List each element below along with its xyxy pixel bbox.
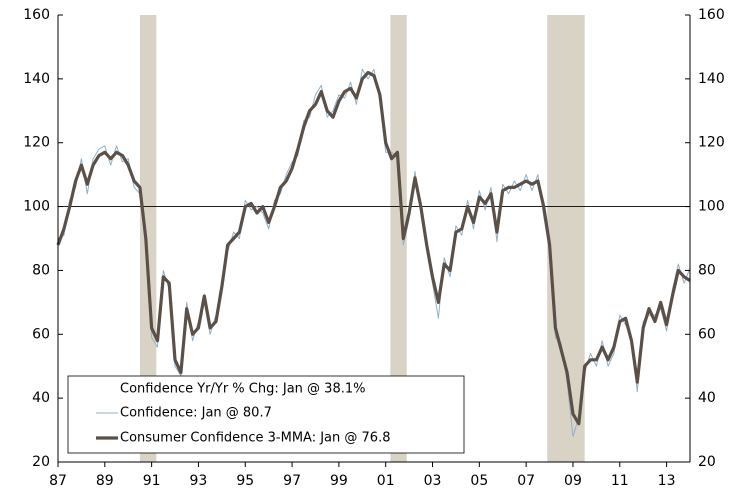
y-tick-label: 60 — [32, 326, 50, 342]
y2-tick-label: 60 — [698, 326, 716, 342]
y-tick-label: 160 — [23, 7, 50, 23]
y-tick-label: 100 — [23, 199, 50, 215]
recession-band — [547, 15, 585, 462]
x-tick-label: 93 — [190, 473, 208, 489]
y2-tick-label: 40 — [698, 390, 716, 406]
legend-label: Confidence: Jan @ 80.7 — [120, 406, 272, 421]
x-tick-label: 11 — [611, 473, 629, 489]
y2-tick-label: 80 — [698, 262, 716, 278]
y2-tick-label: 20 — [698, 454, 716, 470]
y-tick-label: 80 — [32, 262, 50, 278]
y2-tick-label: 120 — [698, 135, 725, 151]
x-tick-label: 01 — [377, 473, 395, 489]
legend-box — [67, 375, 465, 454]
y-tick-label: 140 — [23, 71, 50, 87]
x-tick-label: 99 — [330, 473, 348, 489]
x-tick-label: 03 — [424, 473, 442, 489]
legend-label: Consumer Confidence 3-MMA: Jan @ 76.8 — [120, 431, 390, 446]
y2-tick-label: 140 — [698, 71, 725, 87]
x-tick-label: 89 — [96, 473, 114, 489]
legend-note: Confidence Yr/Yr % Chg: Jan @ 38.1% — [120, 382, 365, 397]
x-tick-label: 09 — [564, 473, 582, 489]
recession-band — [390, 15, 407, 462]
x-tick-label: 13 — [658, 473, 676, 489]
y-tick-label: 120 — [23, 135, 50, 151]
x-tick-label: 87 — [49, 473, 67, 489]
x-tick-label: 05 — [470, 473, 488, 489]
y-tick-label: 40 — [32, 390, 50, 406]
x-tick-label: 97 — [283, 473, 301, 489]
x-tick-label: 91 — [143, 473, 161, 489]
y-tick-label: 20 — [32, 454, 50, 470]
x-tick-label: 07 — [517, 473, 535, 489]
recession-band — [139, 15, 157, 462]
y2-tick-label: 100 — [698, 199, 725, 215]
series-line — [56, 70, 691, 426]
y2-tick-label: 160 — [698, 7, 725, 23]
x-tick-label: 95 — [236, 473, 254, 489]
